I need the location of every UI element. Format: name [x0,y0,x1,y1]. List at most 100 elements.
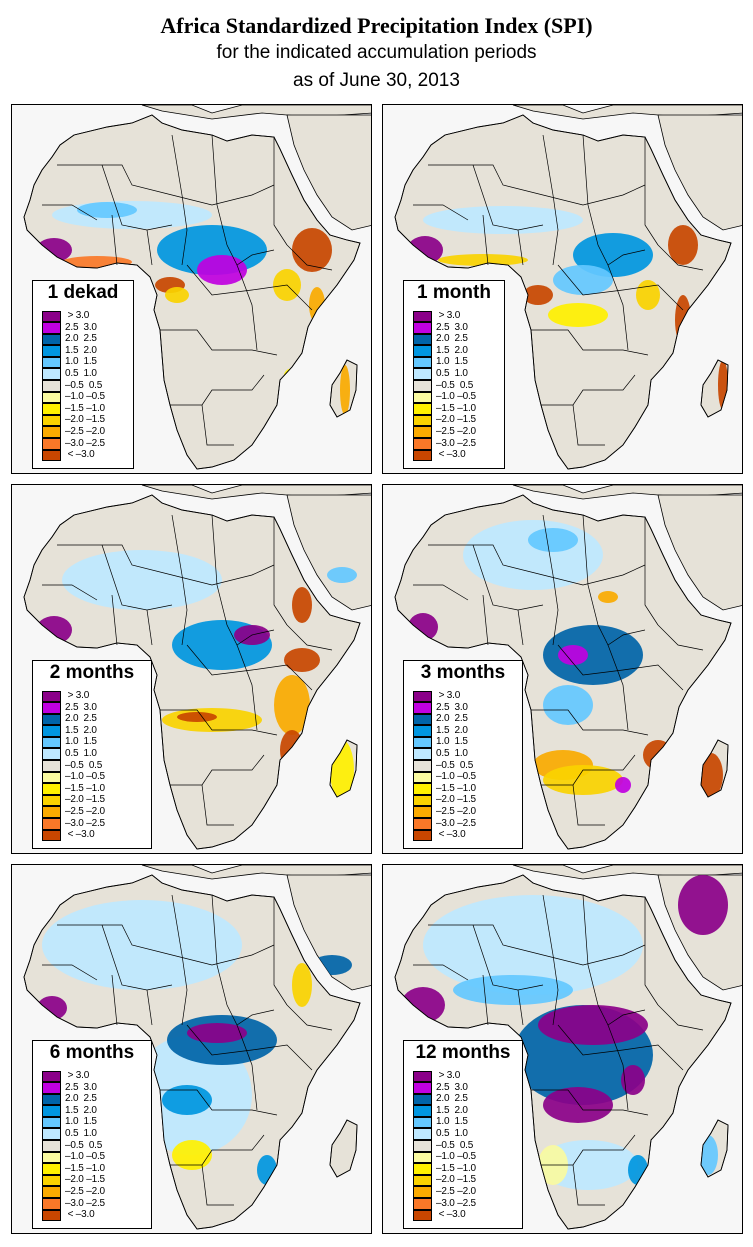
coastline [700,1119,729,1178]
spi-legend: 1 month > 3.0 2.5 3.0 2.0 2.5 1.5 2.0 1.0 1.… [403,280,505,469]
legend-entry: –2.0 –1.5 [42,1174,142,1187]
spi-anomaly-patch [292,587,312,623]
legend-range-label: –3.0 –2.5 [436,817,476,829]
legend-range-label: –1.5 –1.0 [65,402,105,414]
spi-anomaly-patch [292,228,332,272]
country-border [171,134,188,266]
legend-swatch [413,310,432,323]
country-border [101,544,173,611]
legend-range-label: 0.5 1.0 [436,1127,468,1139]
legend-swatch [42,806,61,819]
legend-entry: < –3.0 [42,829,142,842]
legend-swatch [42,1082,61,1094]
legend-entry: 2.5 3.0 [42,702,142,715]
legend-swatch [42,426,61,439]
country-border [472,544,544,611]
legend-entry: > 3.0 [413,310,513,323]
country-border [557,1024,684,1071]
legend-entry: –1.5 –1.0 [42,1162,142,1176]
legend-entry: < –3.0 [42,449,142,462]
country-border [146,989,153,1026]
legend-swatch [413,829,432,842]
country-border [273,137,288,246]
country-border [472,924,544,991]
legend-entry: 2.5 3.0 [42,1082,142,1095]
madagascar-landmass [329,1119,358,1178]
country-border [644,897,659,1006]
coastline [394,874,732,1230]
legend-swatch [42,690,61,703]
country-border [111,214,118,266]
country-border [582,514,646,646]
country-border [428,544,646,586]
coastline [23,494,361,850]
spi-anomaly-patch [523,285,553,305]
country-border [57,924,275,966]
spi-anomaly-patch [621,1065,645,1095]
country-border [201,404,234,446]
spi-anomaly-patch [408,613,438,641]
country-border [146,609,153,646]
legend-range-label: –1.5 –1.0 [65,782,105,794]
legend-entry: 1.5 2.0 [42,1105,142,1118]
map-panel-3-months: 3 months > 3.0 2.5 3.0 2.0 2.5 1.5 2.0 1.0 1… [382,484,743,854]
country-border [170,374,265,406]
legend-range-label: < –3.0 [436,829,466,841]
spi-anomaly-patch [340,365,350,415]
accumulation-period-label: 2 months [49,662,135,683]
legend-entry: –3.0 –2.5 [42,438,142,451]
legend-range-label: 1.5 2.0 [65,344,97,356]
country-border [657,1004,704,1031]
legend-entry: –1.5 –1.0 [42,402,142,416]
legend-range-label: 2.5 3.0 [436,321,468,333]
spi-anomaly-patch [463,520,603,590]
legend-range-label: –3.0 –2.5 [436,1197,476,1209]
legend-swatch [413,449,432,462]
legend-entry: 1.0 1.5 [413,356,513,369]
country-border [236,264,258,351]
legend-entry: 1.0 1.5 [413,1116,513,1129]
legend-range-label: –1.5 –1.0 [65,1162,105,1174]
legend-swatch [42,345,61,357]
legend-swatch [42,368,61,381]
legend-range-label: –2.0 –1.5 [436,414,476,426]
country-border [582,134,646,266]
legend-swatch [42,1186,61,1199]
legend-entry: –3.0 –2.5 [413,1197,513,1211]
legend-swatch [413,414,432,427]
country-border [572,404,605,446]
country-border [160,1089,278,1116]
legend-range-label: –1.0 –0.5 [65,1151,105,1163]
country-border [170,1134,265,1166]
legend-range-label: –0.5 0.5 [436,759,474,771]
country-border [413,964,469,981]
spi-anomaly-patch [636,280,660,310]
legend-swatch [42,1105,61,1117]
legend-swatch [42,333,61,346]
legend-entry: –0.5 0.5 [413,380,513,393]
legend-range-label: 1.5 2.0 [436,344,468,356]
spi-map [23,485,371,850]
spi-anomaly-patch [538,1005,648,1045]
legend-range-label: 2.0 2.5 [65,333,97,345]
legend-entry: –2.0 –1.5 [413,1174,513,1187]
country-border [482,594,489,646]
legend-swatch [42,748,61,761]
country-border [531,329,649,356]
legend-entry: < –3.0 [413,1209,513,1222]
country-border [657,244,704,271]
legend-range-label: 1.0 1.5 [436,736,468,748]
legend-range-label: –2.5 –2.0 [65,1185,105,1197]
country-border [428,924,646,966]
legend-range-label: 2.0 2.5 [436,713,468,725]
legend-range-label: 1.0 1.5 [436,1116,468,1128]
spi-anomaly-patch [172,1140,212,1170]
country-border [286,624,333,651]
spi-anomaly-patch [165,287,189,303]
legend-range-label: –2.5 –2.0 [436,425,476,437]
legend-entry: 1.0 1.5 [42,356,142,369]
country-border [286,1004,333,1031]
coastline [700,359,729,418]
legend-swatch [42,713,61,726]
legend-range-label: –0.5 0.5 [65,1139,103,1151]
